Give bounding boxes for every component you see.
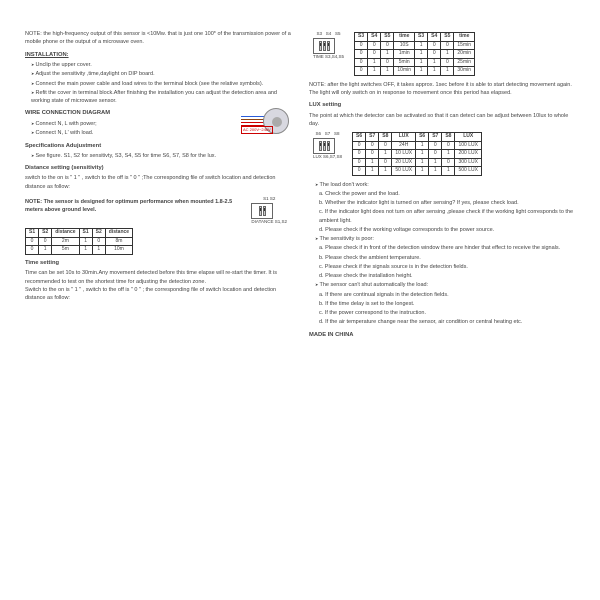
time-text-2: Switch to the on is " 1 " , switch to th… <box>25 286 291 303</box>
lux-text: The point at which the detector can be a… <box>309 112 575 129</box>
trouble-3-list: a. If there are continual signals in the… <box>309 291 575 327</box>
right-column: S3 S4 S5 TIME S3,S4,S5 S3S4S5time S3S4S5… <box>309 30 575 339</box>
dist-heading: Distance setting (sensitivity) <box>25 164 291 173</box>
lux-table: S6S7S8LUX S6S7S8LUX 00024H100100 LUX 001… <box>352 132 482 176</box>
install-heading: INSTALLATION: <box>25 51 291 60</box>
dip-time-diagram: S3 S4 S5 TIME S3,S4,S5 <box>313 31 344 61</box>
spec-heading: Specifications Adujustment <box>25 142 291 151</box>
ac-label: AC 200V~240V <box>241 126 273 134</box>
wire-item: Connect N, L with power; <box>31 120 235 128</box>
left-column: NOTE: the high-frequency output of this … <box>25 30 291 339</box>
trouble-1: The load don't work: <box>315 181 575 189</box>
wire-list: Connect N, L with power; Connect N, L' w… <box>25 120 235 138</box>
install-item: Connect the main power cable and load wi… <box>31 80 291 88</box>
wire-item: Connect N, L' with load. <box>31 129 235 137</box>
mount-note: NOTE: The sensor is designed for optimum… <box>25 198 241 215</box>
made-in: MADE IN CHINA <box>309 331 575 340</box>
top-note: NOTE: the high-frequency output of this … <box>25 30 291 47</box>
dip-lux-diagram: S6 S7 S8 LUX S6,S7,S8 <box>313 131 342 161</box>
trouble-2-list: a. Please check if in front of the detec… <box>309 244 575 280</box>
time-table: S3S4S5time S3S4S5time 00010S10015min 001… <box>354 32 475 76</box>
dip-s1s2-diagram: S1 S2 DIATANCE S1,S2 <box>251 196 287 226</box>
trouble-2: The sensitivity is poor: <box>315 235 575 243</box>
time-text-1: Time can be set 10s to 30min.Any movemen… <box>25 269 291 286</box>
trouble-1-list: a. Check the power and the load. b. Whet… <box>309 190 575 234</box>
install-item: Unclip the upper cover. <box>31 61 291 69</box>
after-note: NOTE: after the light switches OFF, it t… <box>309 81 575 98</box>
wire-heading: WIRE CONNECTION DIAGRAM <box>25 109 235 118</box>
dist-text: switch to the on is " 1 " , switch to th… <box>25 174 291 191</box>
install-item: Refit the cover in terminal block.After … <box>31 89 291 106</box>
trouble-3: The sensor can't shut automatically the … <box>315 281 575 289</box>
wire-diagram: AC 200V~240V <box>241 106 291 138</box>
spec-item: See figure. S1, S2 for sensitivty, S3, S… <box>31 152 291 160</box>
install-list: Unclip the upper cover. Adjust the sensi… <box>25 61 291 105</box>
distance-table: S1S2distance S1S2distance 002m108m 015m1… <box>25 228 133 255</box>
time-heading: Time setting <box>25 259 291 268</box>
lux-heading: LUX setting <box>309 101 575 110</box>
install-item: Adjust the sensitivity ,time,daylight on… <box>31 70 291 78</box>
